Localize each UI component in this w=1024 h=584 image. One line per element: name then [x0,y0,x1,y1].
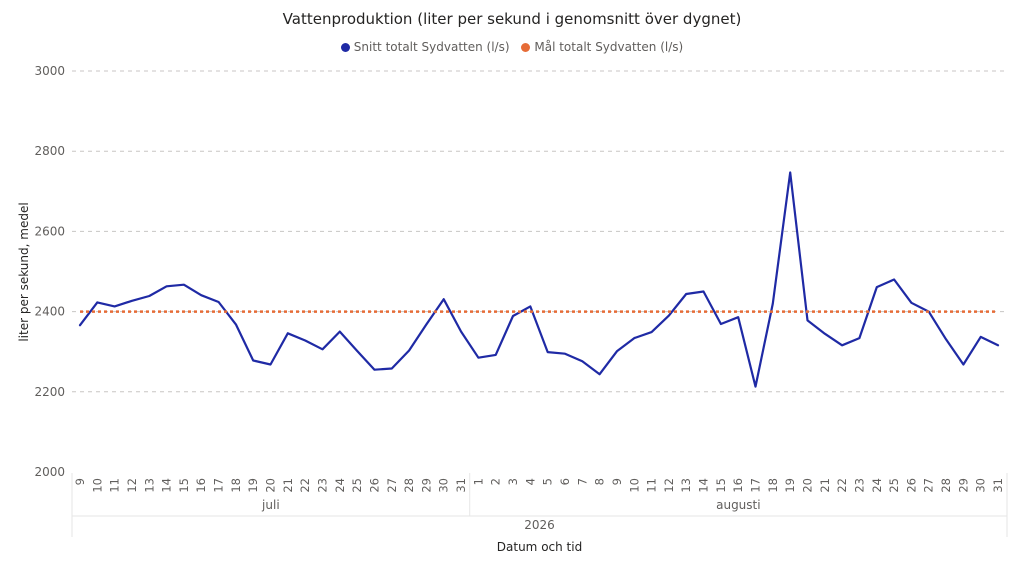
x-tick-label: 29 [419,478,433,493]
legend-label-target: Mål totalt Sydvatten (l/s) [534,40,684,54]
x-tick-label: 9 [610,478,624,485]
y-axis-title: liter per sekund, medel [17,202,31,341]
x-tick-label: 7 [575,478,589,485]
y-tick-label: 2200 [34,385,65,399]
y-tick-label: 2800 [34,144,65,158]
x-tick-label: 9 [73,478,87,485]
x-tick-label: 17 [749,478,763,493]
x-axis-title: Datum och tid [497,540,582,554]
legend-item-target[interactable]: Mål totalt Sydvatten (l/s) [521,40,683,54]
x-tick-label: 24 [870,478,884,493]
x-tick-label: 29 [956,478,970,493]
x-tick-label: 26 [904,478,918,493]
x-tick-label: 27 [922,478,936,493]
x-tick-label: 23 [852,478,866,493]
y-tick-label: 2400 [34,305,65,319]
x-tick-label: 12 [662,478,676,493]
x-tick-label: 5 [541,478,555,485]
x-tick-label: 15 [177,478,191,493]
x-tick-label: 11 [645,478,659,493]
x-tick-label: 25 [887,478,901,493]
y-tick-label: 2600 [34,224,65,238]
legend-dot-target [521,42,531,52]
x-tick-label: 13 [142,478,156,493]
x-tick-label: 4 [523,478,537,485]
x-tick-label: 24 [333,478,347,493]
x-tick-label: 22 [298,478,312,493]
x-tick-label: 18 [766,478,780,493]
x-tick-label: 20 [264,478,278,493]
x-tick-label: 19 [246,478,260,493]
x-year-label: 2026 [524,518,555,532]
x-tick-label: 30 [974,478,988,493]
x-tick-label: 21 [281,478,295,493]
x-tick-label: 14 [160,478,174,493]
x-tick-label: 19 [783,478,797,493]
x-tick-label: 1 [471,478,485,485]
x-tick-label: 22 [835,478,849,493]
x-tick-label: 15 [714,478,728,493]
x-tick-label: 8 [593,478,607,485]
y-tick-label: 2000 [34,465,65,479]
legend: Snitt totalt Sydvatten (l/s) Mål totalt … [0,40,1024,55]
x-tick-label: 31 [991,478,1005,493]
x-month-label: juli [261,498,280,512]
series-line-actual [78,171,1000,388]
x-tick-label: 31 [454,478,468,493]
x-tick-label: 27 [385,478,399,493]
legend-item-actual[interactable]: Snitt totalt Sydvatten (l/s) [340,40,510,54]
x-tick-label: 25 [350,478,364,493]
x-tick-label: 17 [212,478,226,493]
x-tick-label: 11 [108,478,122,493]
x-month-label: augusti [716,498,760,512]
x-tick-label: 28 [939,478,953,493]
chart-title: Vattenproduktion (liter per sekund i gen… [282,10,742,28]
x-tick-label: 21 [818,478,832,493]
y-tick-label: 3000 [34,64,65,78]
x-tick-label: 2 [489,478,503,485]
x-tick-label: 13 [679,478,693,493]
x-tick-label: 10 [627,478,641,493]
x-tick-label: 28 [402,478,416,493]
x-tick-label: 20 [800,478,814,493]
x-tick-label: 16 [194,478,208,493]
x-tick-label: 26 [367,478,381,493]
x-tick-label: 6 [558,478,572,485]
x-tick-label: 3 [506,478,520,485]
x-tick-label: 30 [437,478,451,493]
x-tick-label: 16 [731,478,745,493]
x-tick-label: 14 [697,478,711,493]
x-tick-label: 18 [229,478,243,493]
x-tick-label: 23 [315,478,329,493]
x-tick-label: 10 [90,478,104,493]
x-tick-label: 12 [125,478,139,493]
legend-label-actual: Snitt totalt Sydvatten (l/s) [353,40,510,54]
legend-dot-actual [340,42,350,52]
